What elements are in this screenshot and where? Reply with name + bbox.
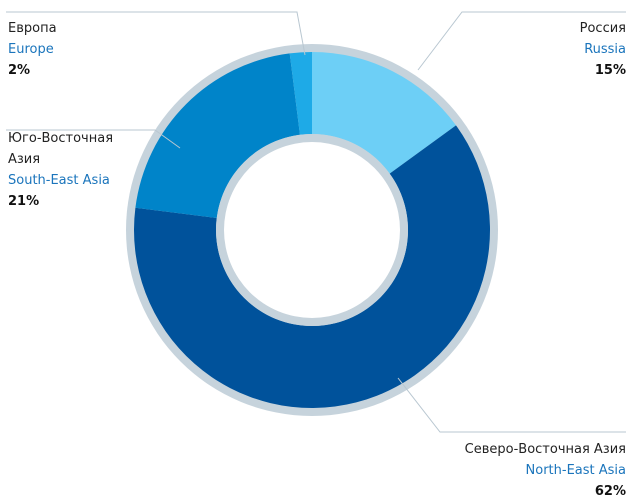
leader-line: [417, 11, 626, 71]
slice-label: Россия Russia 15%: [580, 18, 626, 81]
donut-slice: [134, 125, 491, 408]
leader-line: [397, 377, 626, 433]
label-ru: Россия: [579, 21, 626, 36]
donut-slice: [135, 53, 300, 218]
label-ru: Северо-Восточная Азия: [464, 442, 626, 457]
value-label: 21%: [8, 194, 40, 209]
value-label: 2%: [8, 63, 31, 78]
label-en: Europe: [8, 42, 54, 57]
slice-label: Северо-Восточная Азия North-East Asia 62%: [465, 439, 626, 499]
value-label: 15%: [594, 63, 626, 78]
slice-label: Юго-Восточная Азия South-East Asia 21%: [8, 128, 126, 212]
leader-line: [6, 129, 181, 149]
label-ru: Европа: [8, 21, 57, 36]
donut-slice: [289, 52, 312, 135]
leader-line: [6, 11, 306, 56]
label-ru: Юго-Восточная Азия: [8, 131, 114, 167]
label-en: North-East Asia: [525, 463, 626, 478]
donut-slice: [312, 52, 457, 174]
value-label: 62%: [594, 484, 626, 499]
slice-label: Европа Europe 2%: [8, 18, 57, 81]
hole: [224, 142, 400, 318]
label-en: South-East Asia: [8, 173, 110, 188]
label-en: Russia: [584, 42, 626, 57]
